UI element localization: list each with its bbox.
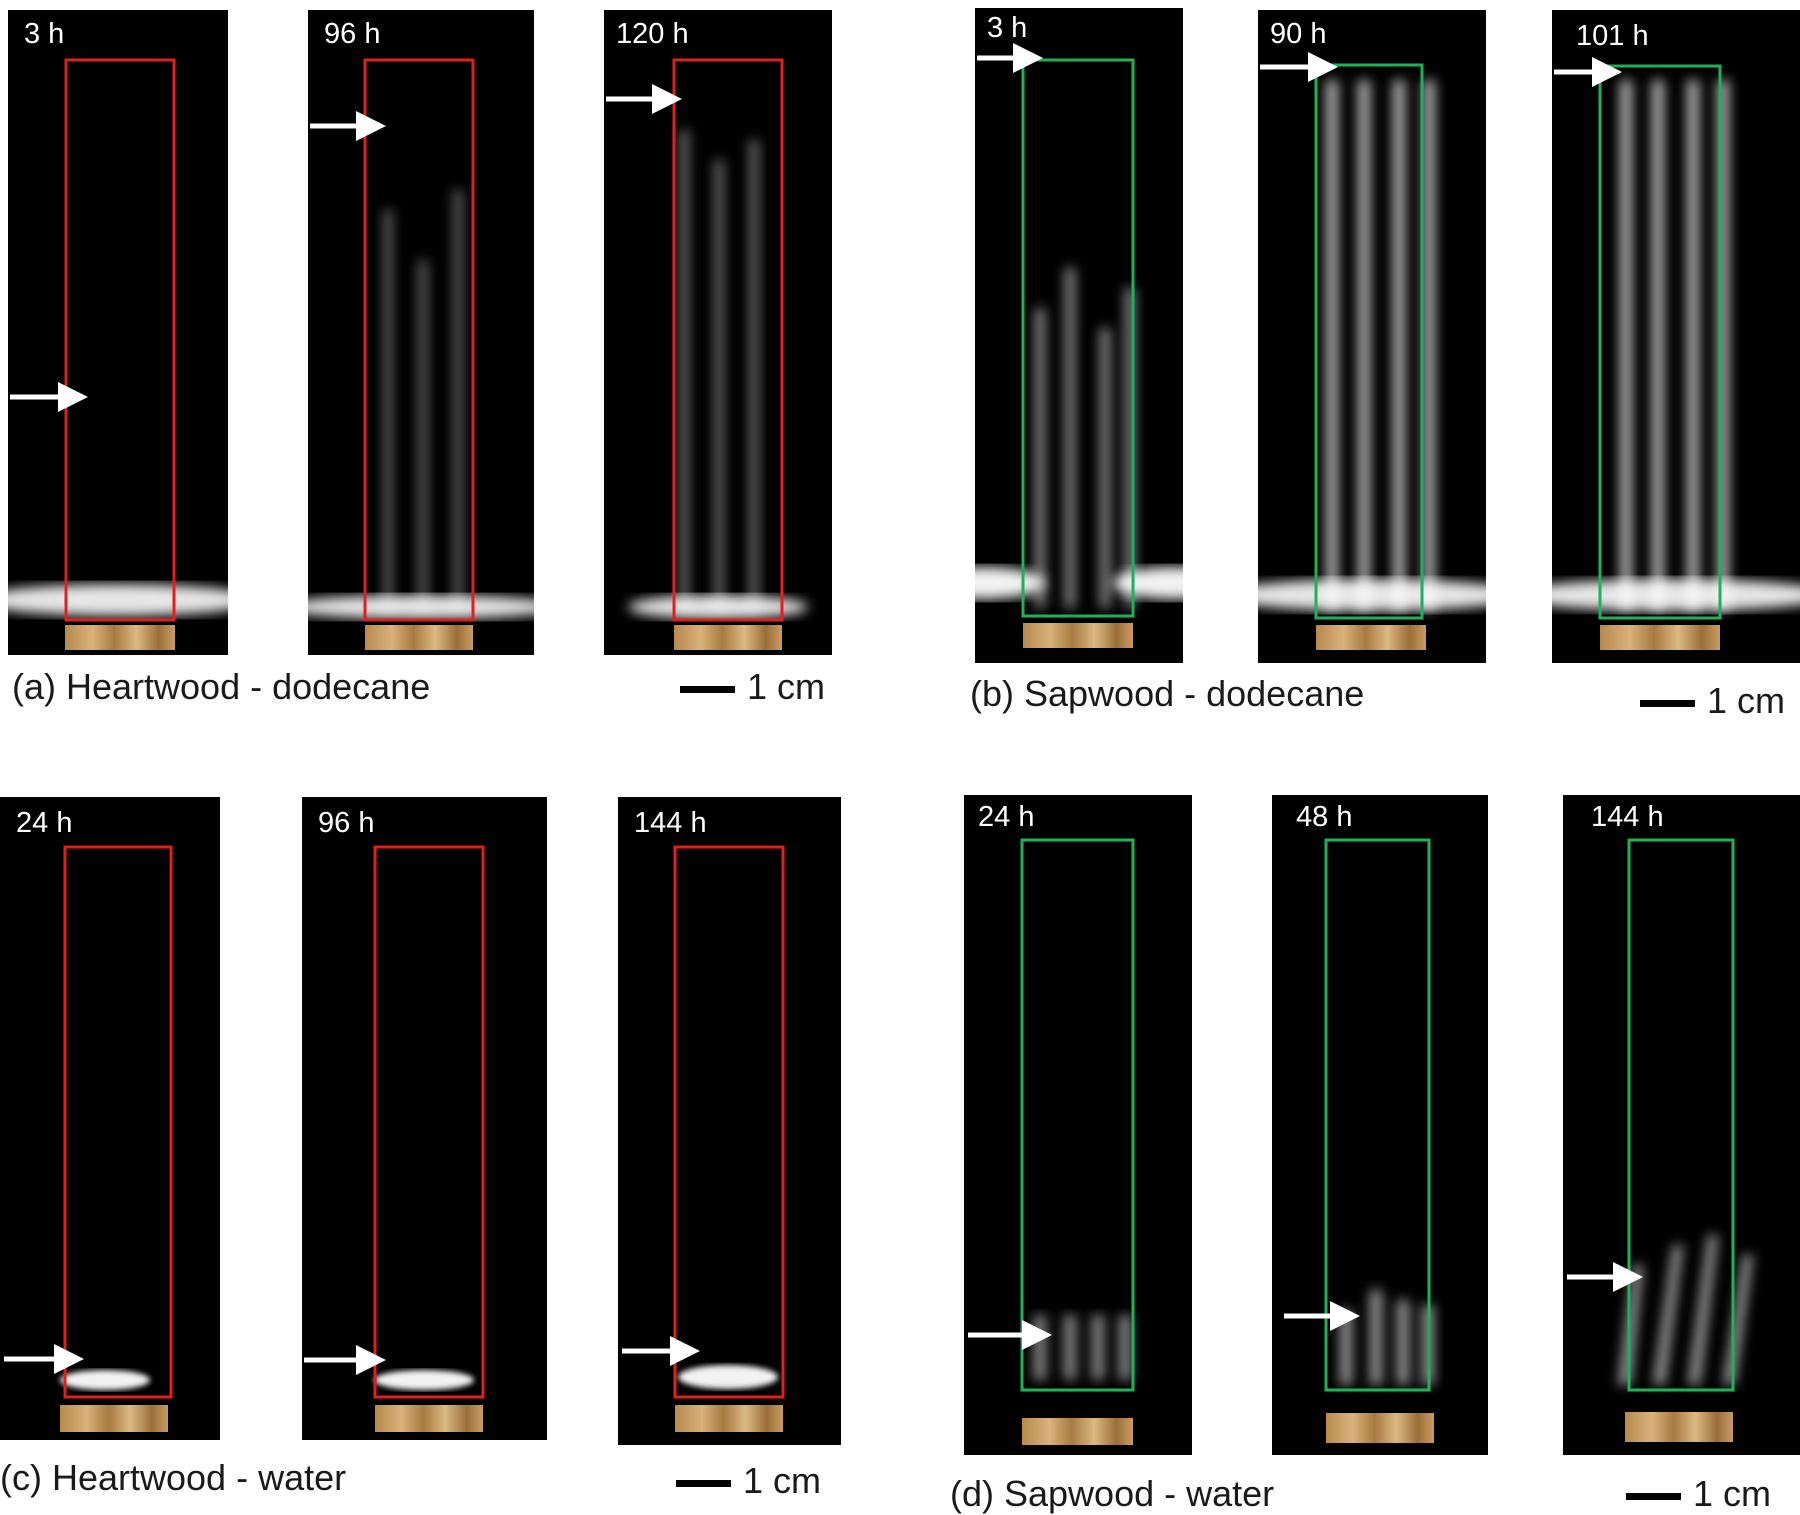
mri-b3-graphic (1552, 57, 1800, 650)
time-label: 120 h (616, 18, 689, 50)
mri-image-d3: 144 h (1563, 795, 1800, 1455)
scale-bar-line (680, 685, 735, 693)
mri-image-b1: 3 h (975, 8, 1183, 663)
mri-d1-graphic (968, 838, 1135, 1445)
scale-bar-label: 1 cm (747, 666, 826, 707)
scale-bar-label: 1 cm (1707, 680, 1786, 721)
mri-c2-graphic (304, 845, 485, 1432)
time-label: 24 h (16, 807, 73, 839)
scale-bar-line (676, 1479, 731, 1487)
mri-a2-graphic (308, 58, 534, 650)
scale-bar-label: 1 cm (743, 1460, 822, 1501)
mri-b1-graphic (975, 43, 1183, 648)
scale-bar-line (1640, 699, 1695, 707)
scale-bar-c: 1 cm (676, 1460, 821, 1502)
caption-c: (c) Heartwood - water (0, 1457, 347, 1498)
time-label: 3 h (24, 18, 65, 50)
mri-image-c2: 96 h (302, 797, 547, 1440)
time-label: 144 h (634, 807, 707, 839)
mri-image-d1: 24 h (964, 795, 1192, 1455)
mri-c3-graphic (622, 845, 785, 1432)
scale-bar-b: 1 cm (1640, 680, 1785, 722)
scale-bar-label: 1 cm (1693, 1473, 1772, 1514)
caption-b: (b) Sapwood - dodecane (970, 673, 1365, 714)
mri-image-c3: 144 h (618, 797, 841, 1445)
mri-a1-graphic (8, 58, 228, 650)
mri-image-b2: 90 h (1258, 10, 1486, 663)
time-label: 101 h (1576, 20, 1649, 52)
time-label: 144 h (1591, 801, 1664, 833)
mri-c1-graphic (4, 845, 173, 1432)
time-label: 24 h (978, 801, 1035, 833)
time-label: 90 h (1270, 18, 1327, 50)
mri-a3-graphic (606, 58, 808, 650)
mri-b2-graphic (1258, 52, 1486, 650)
caption-a: (a) Heartwood - dodecane (12, 666, 431, 707)
mri-image-a2: 96 h (308, 10, 534, 655)
mri-d3-graphic (1567, 838, 1753, 1442)
time-label: 48 h (1296, 801, 1353, 833)
mri-image-c1: 24 h (0, 797, 220, 1440)
mri-image-d2: 48 h (1272, 795, 1488, 1455)
mri-image-a3: 120 h (604, 10, 832, 655)
time-label: 3 h (987, 12, 1028, 44)
mri-image-a1: 3 h (8, 10, 228, 655)
mri-image-b3: 101 h (1552, 10, 1800, 663)
mri-d2-graphic (1284, 838, 1434, 1443)
scale-bar-line (1626, 1492, 1681, 1500)
scale-bar-d: 1 cm (1626, 1473, 1771, 1515)
time-label: 96 h (324, 18, 381, 50)
scale-bar-a: 1 cm (680, 666, 825, 708)
time-label: 96 h (318, 807, 375, 839)
caption-d: (d) Sapwood - water (950, 1473, 1275, 1514)
